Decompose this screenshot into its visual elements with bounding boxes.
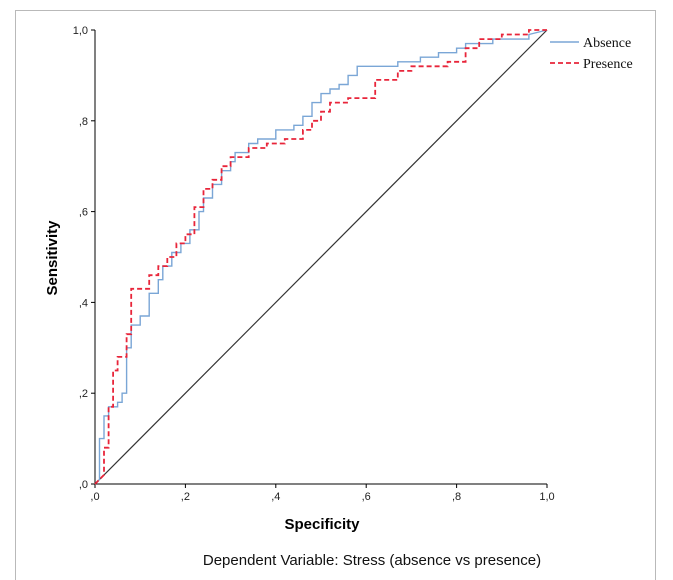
chart-frame — [15, 10, 656, 580]
x-axis-title: Specificity — [284, 516, 360, 533]
series-line-absence — [94, 29, 548, 485]
x-tick-label: 1,0 — [539, 491, 554, 503]
x-tick-label: ,2 — [181, 491, 190, 503]
legend: Absence Presence — [550, 36, 633, 72]
y-tick-label: ,2 — [79, 388, 88, 400]
y-tick-label: 1,0 — [73, 25, 88, 37]
y-tick-label: ,8 — [79, 116, 88, 128]
reference-diagonal-line — [94, 29, 548, 485]
axes: ,0,0 ,2 ,2 ,4 ,4 ,6 ,6 ,8 ,8 1,0 1,0 — [73, 25, 555, 503]
x-tick-label: ,4 — [271, 491, 280, 503]
y-tick-label: ,0 — [79, 479, 88, 491]
x-tick-label: ,0 — [90, 491, 99, 503]
y-axis-title: Sensitivity — [44, 220, 61, 296]
plot-lines — [94, 29, 548, 485]
legend-label-presence: Presence — [583, 57, 633, 72]
x-tick-label: ,8 — [452, 491, 461, 503]
x-tick-label: ,6 — [362, 491, 371, 503]
y-tick-label: ,4 — [79, 297, 88, 309]
legend-label-absence: Absence — [583, 36, 631, 51]
y-tick-label: ,6 — [79, 207, 88, 219]
series-line-presence — [94, 29, 547, 485]
chart-caption: Dependent Variable: Stress (absence vs p… — [203, 552, 541, 569]
